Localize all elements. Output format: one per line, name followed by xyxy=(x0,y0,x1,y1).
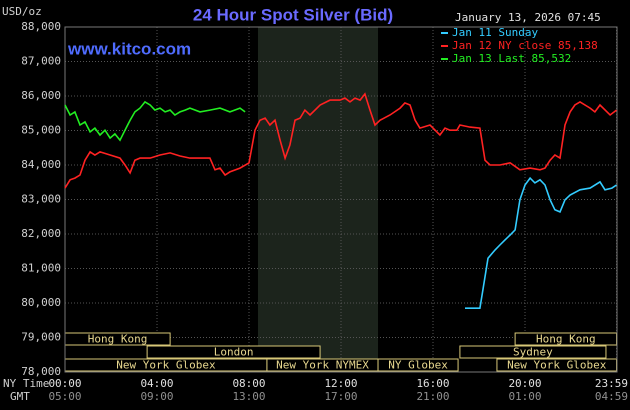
y-tick-label: 88,000 xyxy=(21,20,61,33)
y-tick-label: 84,000 xyxy=(21,158,61,171)
y-tick-label: 83,000 xyxy=(21,193,61,206)
x-tick-label: 16:00 xyxy=(416,377,449,390)
x-tick-label-gmt: 04:59 xyxy=(595,390,628,403)
session-label: Hong Kong xyxy=(88,333,148,346)
watermark: www.kitco.com xyxy=(67,39,191,58)
plot: 78,000 79,000 80,000 81,000 82,000 83,000 84,0… xyxy=(21,20,628,403)
x-row-label: NY Time xyxy=(3,377,49,390)
y-tick-label: 80,000 xyxy=(21,296,61,309)
x-tick-label-gmt: 21:00 xyxy=(416,390,449,403)
x-tick-label-gmt: 05:00 xyxy=(48,390,81,403)
y-tick-label: 85,000 xyxy=(21,124,61,137)
x-tick-label: 23:59 xyxy=(595,377,628,390)
y-tick-label: 81,000 xyxy=(21,262,61,275)
plot-frame xyxy=(64,26,618,373)
y-axis-label: USD/oz xyxy=(2,5,42,18)
y-tick-label: 79,000 xyxy=(21,331,61,344)
session-label: New York Globex xyxy=(507,359,607,372)
session-label: NY Globex xyxy=(388,359,448,372)
x-tick-label: 12:00 xyxy=(324,377,357,390)
session-label: London xyxy=(214,346,254,359)
session-label: New York NYMEX xyxy=(276,359,369,372)
x-tick-label: 04:00 xyxy=(140,377,173,390)
x-tick-label-gmt: 13:00 xyxy=(232,390,265,403)
y-tick-label: 87,000 xyxy=(21,55,61,68)
x-tick-label-gmt: 17:00 xyxy=(324,390,357,403)
session-box xyxy=(459,345,607,359)
y-tick-label: 78,000 xyxy=(21,365,61,378)
x-tick-label-gmt: 09:00 xyxy=(140,390,173,403)
x-row-label: GMT xyxy=(10,390,30,403)
x-tick-label: 08:00 xyxy=(232,377,265,390)
x-tick-label: 20:00 xyxy=(508,377,541,390)
x-tick-label: 00:00 xyxy=(48,377,81,390)
legend-label: Jan 13 Last 85,532 xyxy=(452,52,571,65)
series-line xyxy=(64,100,246,142)
session-label: New York Globex xyxy=(116,359,216,372)
chart-title: 24 Hour Spot Silver (Bid) xyxy=(193,5,393,24)
x-tick-label-gmt: 01:00 xyxy=(508,390,541,403)
legend-label: Jan 11 Sunday xyxy=(452,26,538,39)
session-box xyxy=(146,345,321,359)
y-tick-label: 86,000 xyxy=(21,89,61,102)
y-tick-label: 82,000 xyxy=(21,227,61,240)
session-label: Sydney xyxy=(513,346,553,359)
session-box xyxy=(377,358,459,372)
legend-label: Jan 12 NY close 85,138 xyxy=(452,39,598,52)
series-line xyxy=(64,92,617,189)
session-label: Hong Kong xyxy=(536,333,596,346)
timestamp: January 13, 2026 07:45 xyxy=(455,11,601,24)
series-line xyxy=(465,176,617,309)
